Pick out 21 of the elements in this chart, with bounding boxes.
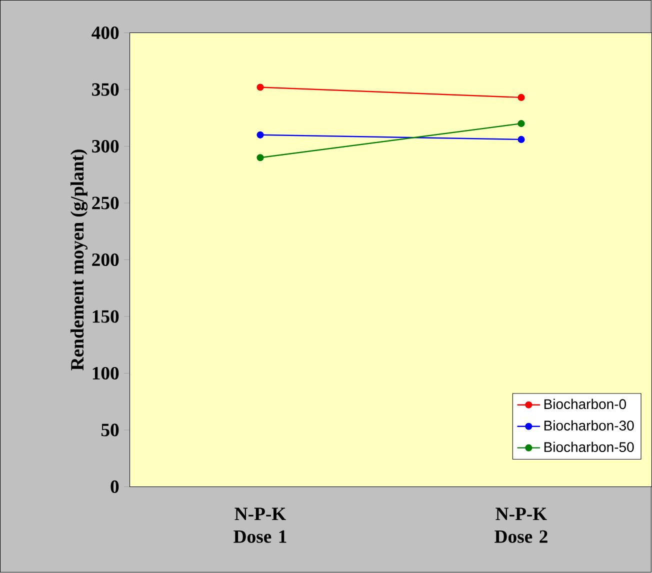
legend-label: Biocharbon-30 — [544, 420, 634, 431]
y-tick-label: 250 — [92, 196, 119, 210]
point — [518, 136, 525, 144]
y-tick-label: 150 — [92, 310, 119, 324]
y-tick-label: 100 — [92, 367, 119, 380]
legend-label: Biocharbon-50 — [544, 442, 634, 452]
point — [256, 154, 264, 162]
y-tick-label: 50 — [101, 424, 119, 437]
y-tick-label: 200 — [92, 254, 119, 266]
point — [518, 120, 525, 128]
legend-label: Biocharbon-0 — [544, 399, 626, 410]
y-tick-label: 400 — [92, 26, 119, 40]
point — [256, 84, 264, 92]
x-tick-label: N-P-K Dose 1 — [234, 508, 286, 544]
point — [256, 132, 264, 139]
x-tick-label: N-P-K Dose 2 — [494, 508, 548, 544]
y-axis-title: Rendement moyen (g/plant) — [70, 150, 88, 371]
point — [518, 94, 525, 102]
y-tick-label: 350 — [92, 83, 119, 96]
y-tick-label: 0 — [110, 480, 119, 494]
y-tick-label: 300 — [92, 140, 119, 153]
